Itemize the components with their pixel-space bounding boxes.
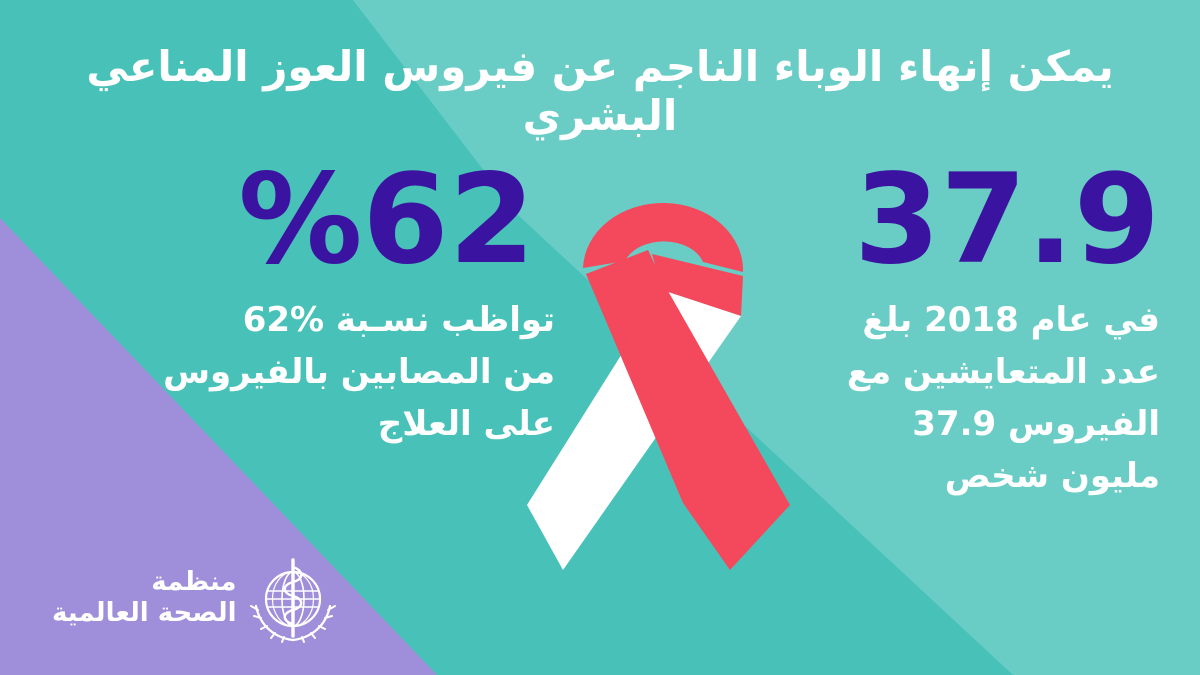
who-logo-text: منظمة الصحة العالمية: [52, 567, 237, 628]
who-logo: منظمة الصحة العالمية: [52, 552, 339, 644]
stat-people-line4: مليون شخص: [944, 456, 1160, 496]
stat-treatment-line2: من المصابين بالفيروس: [163, 352, 555, 392]
stat-treatment-description: تواظب نسـبة %62 من المصابين بالفيروس على…: [155, 294, 555, 450]
stat-people-value: 37.9: [854, 148, 1160, 292]
stat-treatment-coverage: %62 تواظب نسـبة %62 من المصابين بالفيروس…: [155, 158, 555, 450]
stat-people-line3: الفيروس 37.9: [912, 404, 1160, 444]
stat-treatment-value: %62: [238, 148, 535, 292]
stat-people-description: في عام 2018 بلغ عدد المتعايشين مع الفيرو…: [800, 294, 1160, 502]
stat-people-line2: عدد المتعايشين مع: [846, 352, 1160, 392]
who-org-line1: منظمة: [151, 567, 237, 598]
stat-people-living-with-virus: 37.9 في عام 2018 بلغ عدد المتعايشين مع ا…: [800, 158, 1160, 502]
who-org-line2: الصحة العالمية: [52, 598, 237, 628]
stat-treatment-line3: على العلاج: [377, 404, 555, 444]
who-emblem-icon: [249, 558, 336, 643]
page-title: يمكن إنهاء الوباء الناجم عن فيروس العوز …: [86, 42, 1114, 140]
stat-people-line1: في عام 2018 بلغ: [862, 300, 1160, 340]
stat-treatment-line1: تواظب نسـبة %62: [242, 300, 555, 340]
